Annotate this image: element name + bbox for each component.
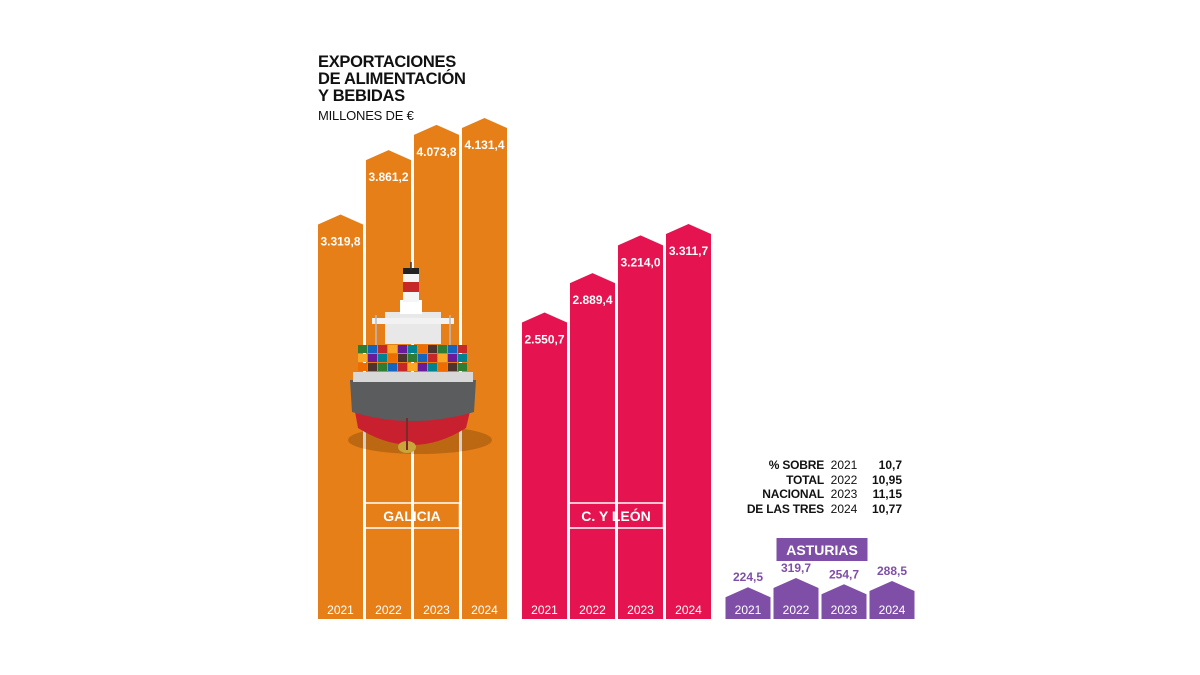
value-label: 254,7	[829, 567, 859, 581]
bar	[522, 312, 567, 619]
percentage-table: % SOBRE 2021 10,7 TOTAL 2022 10,95 NACIO…	[730, 458, 902, 516]
value-label: 3.214,0	[620, 255, 660, 269]
year-tick-label: 2023	[423, 603, 450, 617]
value-label: 319,7	[781, 561, 811, 575]
year-tick-label: 2021	[327, 603, 354, 617]
pct-year: 2021	[830, 458, 858, 472]
value-label: 3.861,2	[368, 170, 408, 184]
value-label: 3.319,8	[320, 234, 360, 248]
bar	[462, 118, 507, 619]
pct-label: TOTAL	[786, 472, 824, 487]
title-line-2: DE ALIMENTACIÓN	[318, 70, 466, 88]
pct-value: 10,77	[871, 501, 902, 516]
bar	[666, 224, 711, 619]
bar	[414, 124, 459, 620]
region-label-box	[567, 502, 665, 529]
value-label: 2.889,4	[572, 293, 612, 307]
region-label-box	[776, 538, 868, 561]
year-tick-label: 2022	[579, 603, 606, 617]
year-tick-label: 2023	[627, 603, 654, 617]
year-tick-label: 2023	[831, 603, 858, 617]
bar	[821, 584, 867, 619]
year-tick-label: 2022	[783, 603, 810, 617]
container-ship-icon	[348, 262, 492, 454]
year-tick-label: 2021	[735, 603, 762, 617]
title-line-3: Y BEBIDAS	[318, 87, 405, 105]
chart-title: EXPORTACIONES DE ALIMENTACIÓN Y BEBIDAS …	[318, 53, 466, 124]
pct-year: 2024	[830, 501, 858, 516]
chart-subtitle: MILLONES DE €	[318, 108, 414, 123]
pct-label: % SOBRE	[768, 458, 824, 472]
value-label: 4.073,8	[416, 145, 456, 159]
bar	[869, 581, 915, 619]
pct-year: 2022	[830, 472, 858, 487]
region-label: ASTURIAS	[786, 542, 858, 558]
year-tick-label: 2021	[531, 603, 558, 617]
pct-label: DE LAS TRES	[746, 501, 824, 516]
title-line-1: EXPORTACIONES	[318, 53, 456, 71]
bar	[725, 587, 771, 619]
region-label-box	[363, 502, 461, 529]
value-label: 2.550,7	[524, 332, 564, 346]
pct-row-2022: TOTAL 2022 10,95	[730, 473, 902, 488]
value-label: 3.311,7	[669, 244, 709, 258]
bar	[773, 578, 819, 619]
bar-group-2: 2021 224,5 2022 319,7 2023 254,7 2024 288,5 ASTU…	[725, 538, 915, 619]
pct-value: 10,95	[871, 472, 902, 487]
bar	[318, 214, 363, 620]
bar-group-1: 2021 2.550,7 2022 2.889,4 2023 3.214,0 2024 3.3…	[522, 224, 711, 619]
year-tick-label: 2024	[675, 603, 702, 617]
value-label: 288,5	[877, 564, 907, 578]
year-tick-label: 2024	[879, 603, 906, 617]
year-tick-label: 2022	[375, 603, 402, 617]
pct-row-2023: NACIONAL 2023 11,15	[730, 487, 902, 502]
region-label: C. Y LEÓN	[581, 507, 651, 524]
pct-row-2021: % SOBRE 2021 10,7	[730, 458, 902, 473]
bar	[570, 273, 615, 619]
pct-year: 2023	[830, 487, 858, 501]
year-tick-label: 2024	[471, 603, 498, 617]
bar	[618, 235, 663, 619]
value-label: 4.131,4	[464, 138, 504, 152]
pct-value: 10,7	[878, 458, 902, 472]
region-label: GALICIA	[383, 508, 441, 524]
pct-value: 11,15	[872, 487, 902, 501]
pct-label: NACIONAL	[762, 487, 824, 501]
value-label: 224,5	[733, 570, 763, 584]
pct-row-2024: DE LAS TRES 2024 10,77	[730, 502, 902, 517]
